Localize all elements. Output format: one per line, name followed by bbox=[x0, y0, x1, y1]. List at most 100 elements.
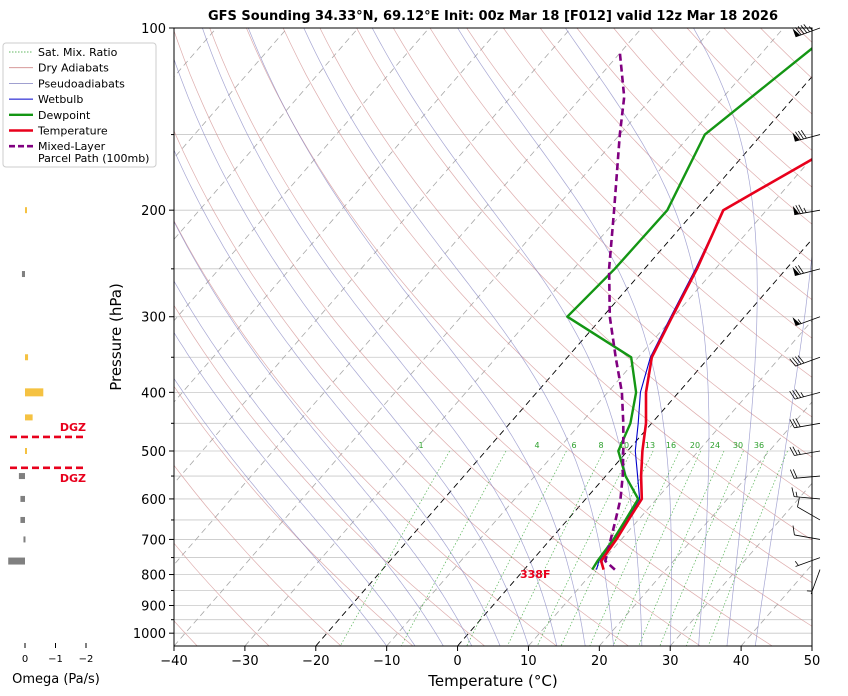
barb-full bbox=[792, 469, 798, 479]
barb-full bbox=[800, 130, 807, 139]
mixing-ratio-label: 30 bbox=[733, 441, 743, 450]
barb-full bbox=[789, 419, 795, 429]
barb-shaft bbox=[794, 475, 821, 479]
background-lines bbox=[174, 28, 848, 646]
mixing-ratio-label: 13 bbox=[645, 441, 655, 450]
isotherm bbox=[315, 75, 812, 646]
barb-shaft bbox=[794, 422, 821, 429]
y-tick-label: 900 bbox=[141, 599, 166, 614]
pseudoadiabat bbox=[174, 280, 444, 646]
wind-barb bbox=[792, 525, 821, 540]
wind-barb bbox=[806, 569, 821, 595]
y-tick-label: 200 bbox=[141, 204, 166, 219]
dry-adiabat bbox=[209, 28, 773, 646]
barb-shaft bbox=[794, 534, 821, 540]
barb-shaft bbox=[794, 496, 821, 500]
barb-shaft bbox=[797, 506, 821, 521]
pseudoadiabat bbox=[174, 331, 416, 646]
omega-bar bbox=[20, 516, 25, 523]
x-tick-label: 10 bbox=[520, 654, 537, 669]
legend-label-wetbulb: Wetbulb bbox=[38, 93, 83, 106]
x-tick-label: −10 bbox=[373, 654, 400, 669]
wind-barbs bbox=[789, 24, 821, 595]
barb-full bbox=[795, 418, 801, 427]
mixing-ratio-label: 1 bbox=[418, 441, 423, 450]
isotherm bbox=[174, 28, 501, 403]
omega-bar bbox=[25, 388, 44, 397]
barb-half bbox=[797, 449, 801, 455]
barb-flag bbox=[792, 205, 800, 215]
barb-flag bbox=[792, 317, 801, 326]
wind-barb bbox=[792, 130, 821, 142]
y-tick-label: 800 bbox=[141, 569, 166, 584]
omega-tick-label: −2 bbox=[79, 654, 94, 665]
barb-full bbox=[803, 24, 810, 33]
barb-full bbox=[798, 204, 804, 214]
wind-barb bbox=[789, 446, 821, 456]
wind-barb bbox=[789, 355, 821, 367]
pseudoadiabat bbox=[371, 28, 643, 646]
mixing-ratio-label: 36 bbox=[754, 441, 764, 450]
wind-barb bbox=[791, 487, 821, 500]
dry-adiabat bbox=[174, 304, 485, 646]
barb-shaft bbox=[795, 557, 821, 567]
barb-shaft bbox=[795, 27, 821, 38]
wind-barb bbox=[797, 497, 821, 521]
mixing-ratio-line bbox=[589, 450, 680, 646]
pseudoadiabat bbox=[693, 28, 758, 646]
barb-shaft bbox=[794, 391, 821, 400]
chart-title: GFS Sounding 34.33°N, 69.12°E Init: 00z … bbox=[208, 9, 778, 24]
dgz-label: DGZ bbox=[60, 421, 86, 434]
wind-barb bbox=[789, 418, 821, 429]
mixing-ratio-label: 10 bbox=[619, 441, 629, 450]
barb-full bbox=[791, 487, 795, 497]
y-axis-label: Pressure (hPa) bbox=[107, 283, 125, 391]
lcl-label: 338F bbox=[520, 568, 550, 581]
dgz-label: DGZ bbox=[60, 472, 86, 485]
y-tick-label: 400 bbox=[141, 386, 166, 401]
wind-barb bbox=[792, 24, 821, 38]
x-tick-label: 0 bbox=[453, 654, 461, 669]
omega-bar bbox=[25, 354, 29, 361]
dry-adiabat bbox=[760, 28, 812, 79]
barb-half bbox=[800, 392, 804, 397]
barb-half bbox=[795, 491, 798, 497]
barb-full bbox=[798, 265, 804, 274]
omega-bar bbox=[8, 557, 26, 565]
barb-full bbox=[792, 390, 799, 399]
omega-bar bbox=[18, 473, 25, 480]
barb-shaft bbox=[795, 356, 821, 367]
x-tick-label: −30 bbox=[231, 654, 258, 669]
pseudoadiabat bbox=[754, 28, 812, 646]
omega-axis-label: Omega (Pa/s) bbox=[12, 672, 100, 687]
barb-full bbox=[792, 357, 799, 366]
dry-adiabat bbox=[576, 28, 812, 263]
barb-half bbox=[809, 26, 813, 31]
legend-label-dewpoint: Dewpoint bbox=[38, 109, 91, 122]
pseudoadiabat bbox=[174, 377, 387, 646]
pseudoadiabat bbox=[457, 28, 672, 646]
dry-adiabat bbox=[834, 28, 848, 646]
mixing-ratio-line bbox=[685, 450, 768, 646]
y-tick-label: 300 bbox=[141, 311, 166, 326]
legend-label-parcel-2: Parcel Path (100mb) bbox=[38, 152, 149, 165]
legend-label-mix: Sat. Mix. Ratio bbox=[38, 46, 118, 59]
dry-adiabat bbox=[392, 28, 812, 458]
barb-flag bbox=[792, 132, 800, 142]
legend-label-dry: Dry Adiabats bbox=[38, 62, 109, 75]
barb-shaft bbox=[794, 209, 821, 216]
barb-full bbox=[795, 205, 801, 214]
dry-adiabat bbox=[246, 28, 812, 627]
wind-barb bbox=[792, 265, 821, 276]
barb-full bbox=[792, 446, 798, 456]
pseudoadiabat bbox=[303, 28, 614, 646]
axis-ticks: −40 −30 −20 −10 0 10 20 30 40 50 100 200 300 400 500 60… bbox=[133, 22, 820, 669]
barb-full bbox=[797, 355, 805, 364]
mixing-ratio-label: 6 bbox=[571, 441, 576, 450]
dry-adiabat bbox=[174, 29, 701, 646]
isotherm bbox=[174, 28, 288, 159]
omega-bar bbox=[21, 271, 25, 278]
dry-adiabat bbox=[686, 28, 812, 151]
y-tick-label: 700 bbox=[141, 533, 166, 548]
